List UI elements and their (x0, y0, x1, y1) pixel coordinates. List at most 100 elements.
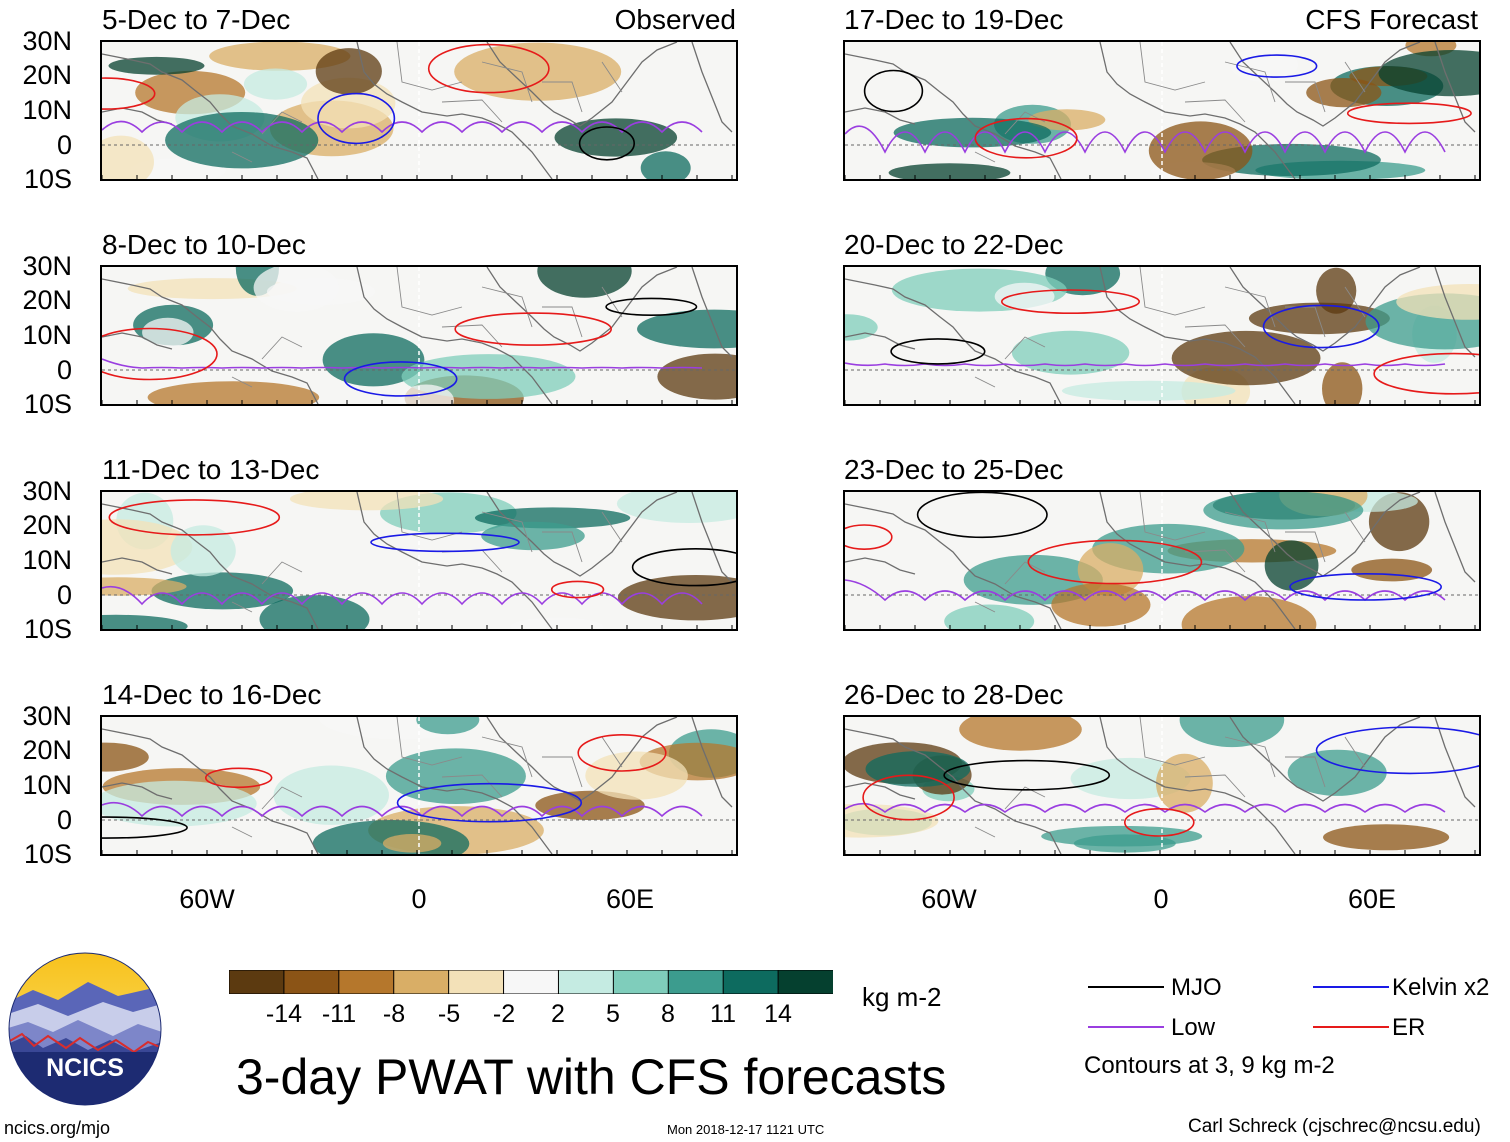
panel-title: 26-Dec to 28-Dec (844, 679, 1064, 710)
pwat-anomaly-shading (209, 42, 351, 71)
er-contour (550, 580, 605, 599)
colorbar-label: -5 (437, 1000, 461, 1028)
colorbar-label: -11 (321, 1000, 357, 1028)
y-tick-label: 10S (23, 164, 72, 194)
source-label: CFS Forecast (1305, 4, 1478, 35)
country-borders (974, 717, 1366, 838)
pwat-anomaly-shading (1203, 492, 1364, 530)
panel-title: 23-Dec to 25-Dec (844, 454, 1064, 485)
pwat-anomaly-shading (1179, 717, 1285, 748)
y-tick-label: 10N (22, 770, 72, 800)
map-panel-fcst-3 (843, 490, 1481, 631)
pwat-anomaly-shading (253, 267, 340, 312)
colorbar-label: 11 (710, 1000, 736, 1028)
coastline (102, 42, 733, 179)
y-tick-label: 20N (22, 735, 72, 765)
pwat-anomaly-shading (1264, 540, 1319, 591)
er-contour (1346, 102, 1472, 125)
kelvin-contour (1262, 304, 1380, 349)
map-panel-obs-2 (100, 265, 738, 406)
pwat-anomaly-shading (640, 151, 691, 179)
mjo-contour (863, 69, 924, 113)
colorbar-swatch (503, 969, 560, 995)
colorbar-label: 8 (661, 1000, 675, 1028)
pwat-anomaly-shading (273, 765, 389, 825)
er-contour (1001, 289, 1140, 314)
pwat-anomaly-shading (585, 751, 688, 800)
map-panel-fcst-4 (843, 715, 1481, 856)
y-tick-label: 0 (56, 355, 72, 385)
colorbar-swatch (722, 969, 780, 995)
panel-title: 14-Dec to 16-Dec (102, 679, 322, 710)
pwat-anomaly-shading (1396, 284, 1479, 320)
pwat-anomaly-shading (510, 617, 604, 629)
low-contour (102, 358, 703, 369)
kelvin-contour (317, 92, 396, 145)
pwat-anomaly-shading (102, 614, 188, 629)
colorbar-label: 5 (606, 1000, 620, 1028)
pwat-anomaly-shading (1041, 825, 1203, 847)
pwat-anomaly-shading (845, 804, 939, 838)
pwat-anomaly-shading (1181, 596, 1317, 629)
coastline (102, 492, 733, 629)
footer-author: Carl Schreck (cjschrec@ncsu.edu) (1188, 1116, 1481, 1137)
coastline (845, 42, 1476, 179)
pwat-anomaly-shading (315, 48, 382, 95)
pwat-anomaly-shading (416, 717, 480, 735)
pwat-anomaly-shading (102, 519, 193, 575)
colorbar-label: -8 (382, 1000, 406, 1028)
kelvin-contour (1289, 573, 1442, 601)
kelvin-contour (396, 782, 583, 823)
colorbar-swatch (448, 969, 505, 995)
kelvin-contour (343, 361, 458, 397)
er-contour (845, 524, 893, 550)
mjo-contour (102, 816, 188, 839)
pwat-anomaly-shading (454, 42, 622, 101)
footer-url[interactable]: ncics.org/mjo (4, 1118, 111, 1138)
pwat-anomaly-shading (142, 317, 194, 348)
er-contour (974, 117, 1078, 159)
map-panel-fcst-1 (843, 40, 1481, 181)
pwat-anomaly-shading (994, 282, 1055, 311)
y-tick-label: 0 (56, 580, 72, 610)
pwat-anomaly-shading (1378, 50, 1479, 97)
er-contour (577, 734, 667, 772)
pwat-anomaly-shading (1351, 558, 1433, 582)
colorbar-label: 14 (764, 1000, 792, 1028)
er-contour (1373, 352, 1479, 395)
pwat-anomaly-shading (243, 68, 308, 100)
er-contour (1027, 539, 1203, 585)
er-contour (427, 43, 550, 94)
legend-label: MJO (1171, 974, 1222, 1001)
er-contour (1123, 808, 1195, 837)
x-tick-label: 0 (411, 884, 427, 914)
pwat-anomaly-shading (102, 742, 149, 772)
colorbar-label: 2 (551, 1000, 565, 1028)
er-contour (454, 312, 613, 346)
pwat-anomaly-shading (1061, 380, 1236, 401)
low-contour (845, 362, 1446, 367)
pwat-anomaly-shading (1156, 753, 1213, 813)
x-tick-label: 60E (605, 884, 655, 914)
pwat-anomaly-shading (289, 492, 444, 511)
pwat-anomaly-shading (1316, 267, 1357, 314)
y-tick-label: 30N (22, 701, 72, 731)
country-borders (231, 717, 623, 838)
pwat-anomaly-shading (102, 577, 187, 596)
low-contour (102, 801, 703, 818)
country-borders (974, 267, 1366, 388)
pwat-anomaly-shading (944, 604, 1035, 629)
legend-label: Kelvin x2 (1392, 974, 1490, 1001)
legend-swatch-mjo (1088, 986, 1164, 988)
er-contour (862, 774, 955, 821)
pwat-anomaly-shading (382, 834, 442, 853)
kelvin-contour (1236, 54, 1318, 78)
pwat-anomaly-shading (865, 751, 971, 787)
x-tick-label: 60E (1347, 884, 1397, 914)
coastline (845, 492, 1476, 629)
pwat-anomaly-shading (1011, 330, 1130, 375)
coastline (102, 717, 733, 854)
map-canvas (102, 717, 736, 854)
x-tick-label: 60W (921, 884, 977, 914)
pwat-anomaly-shading (616, 492, 736, 523)
